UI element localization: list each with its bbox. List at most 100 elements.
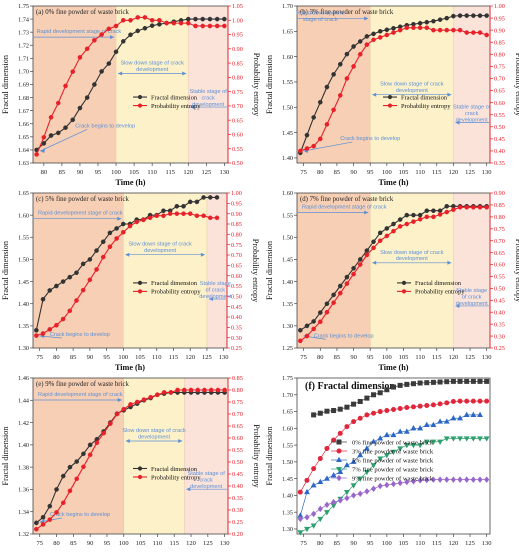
y2-tick-label: 0.65 xyxy=(232,423,243,430)
data-point xyxy=(371,239,376,245)
data-point xyxy=(457,476,463,483)
data-point xyxy=(47,327,53,332)
data-point xyxy=(185,16,191,22)
stage-annotation: Rapid development stage of crack xyxy=(302,205,387,211)
y2-tick-label: 0.30 xyxy=(231,335,242,342)
x-tick-label: 125 xyxy=(465,169,475,176)
data-point xyxy=(317,505,323,513)
y2-tick-label: 0.35 xyxy=(494,321,505,328)
x-tick-label: 90 xyxy=(87,540,94,547)
x-tick-label: 85 xyxy=(59,169,66,176)
data-point xyxy=(384,27,390,33)
panel-c: 75 80 85 90 95 100 105 110 115 120 125 130 1.30 1.35 1… xyxy=(1,190,260,372)
x-tick-label: 110 xyxy=(415,169,425,176)
data-point xyxy=(34,520,39,526)
y2-tick-label: 0.75 xyxy=(232,89,243,96)
data-point xyxy=(331,498,337,506)
data-point xyxy=(484,32,489,38)
data-point xyxy=(317,136,323,142)
panel-title: (d) 7% fine powder of waste brick xyxy=(300,196,394,203)
data-point xyxy=(188,387,194,393)
x-tick-label: 100 xyxy=(382,540,392,547)
data-point xyxy=(298,338,303,344)
arrowhead xyxy=(190,105,195,110)
data-point xyxy=(317,478,324,485)
data-point xyxy=(148,394,153,400)
y2-axis-label: Probability entropy xyxy=(252,53,261,117)
y-tick-label: 1.67 xyxy=(18,108,29,115)
data-point xyxy=(127,223,133,229)
data-point xyxy=(310,523,317,529)
data-point xyxy=(63,83,68,89)
y2-tick-label: 0.70 xyxy=(494,238,505,245)
y2-tick-label: 0.80 xyxy=(232,387,243,394)
y-tick-label: 1.50 xyxy=(18,257,29,264)
data-point xyxy=(324,445,330,451)
data-point xyxy=(424,403,430,409)
y-tick-label: 1.75 xyxy=(282,375,293,382)
y2-tick-label: 0.50 xyxy=(494,286,505,293)
data-point xyxy=(63,125,68,130)
stage-annotation: Slow down stage of crack development xyxy=(380,250,444,262)
stage-annotation: Slow down stage of crack development xyxy=(122,428,186,440)
data-point xyxy=(200,23,206,29)
data-point xyxy=(317,319,323,325)
y2-tick-label: 0.40 xyxy=(231,314,242,321)
data-point xyxy=(444,27,450,33)
stage-annotation: Stable stage of crack development xyxy=(187,471,225,490)
legend-marker xyxy=(137,103,143,108)
data-point xyxy=(324,475,330,481)
x-tick-label: 90 xyxy=(350,169,357,176)
data-point xyxy=(384,481,390,489)
data-point xyxy=(74,476,80,482)
data-point xyxy=(134,399,140,405)
data-point xyxy=(397,217,403,222)
data-point xyxy=(351,265,356,271)
data-point xyxy=(424,380,430,386)
data-point xyxy=(344,76,350,81)
data-point xyxy=(114,236,119,241)
y-tick-label: 1.30 xyxy=(282,323,293,330)
data-point xyxy=(484,476,490,483)
data-point xyxy=(410,381,416,387)
data-point xyxy=(383,431,390,438)
data-point xyxy=(324,501,330,509)
data-point xyxy=(424,214,430,220)
data-point xyxy=(397,428,404,434)
y2-tick-label: 0.40 xyxy=(232,483,243,490)
y2-tick-label: 0.30 xyxy=(494,333,505,340)
data-point xyxy=(311,326,316,332)
data-point xyxy=(357,451,364,458)
y-tick-label: 1.25 xyxy=(282,345,293,352)
x-tick-label: 105 xyxy=(135,354,145,361)
arrowhead xyxy=(40,148,46,153)
data-point xyxy=(77,105,83,111)
data-point xyxy=(384,32,390,38)
data-point xyxy=(297,489,303,495)
y-axis-label: Fractal dimension xyxy=(265,427,274,486)
data-point xyxy=(55,130,61,136)
stage-annotation: Rapid development stage of crack xyxy=(38,392,123,398)
y2-tick-label: 0.70 xyxy=(232,411,243,418)
data-point xyxy=(431,27,436,33)
x-tick-label: 80 xyxy=(53,354,60,361)
y2-axis-label: Probability entropy xyxy=(514,239,519,303)
y2-tick-label: 1.05 xyxy=(232,3,243,10)
data-point xyxy=(193,16,198,22)
data-point xyxy=(106,61,112,66)
data-point xyxy=(324,309,330,315)
y-tick-label: 1.74 xyxy=(18,16,29,23)
x-tick-label: 110 xyxy=(147,169,157,176)
data-point xyxy=(357,476,364,482)
data-point xyxy=(357,39,363,44)
data-point xyxy=(106,26,112,32)
data-point xyxy=(470,398,476,404)
data-point xyxy=(337,406,343,412)
data-point xyxy=(201,195,206,200)
x-tick-label: 120 xyxy=(185,354,195,361)
data-point xyxy=(371,410,377,416)
y2-tick-label: 0.20 xyxy=(232,531,243,538)
x-tick-label: 110 xyxy=(415,540,425,547)
data-point xyxy=(351,64,356,69)
data-point xyxy=(450,436,457,442)
